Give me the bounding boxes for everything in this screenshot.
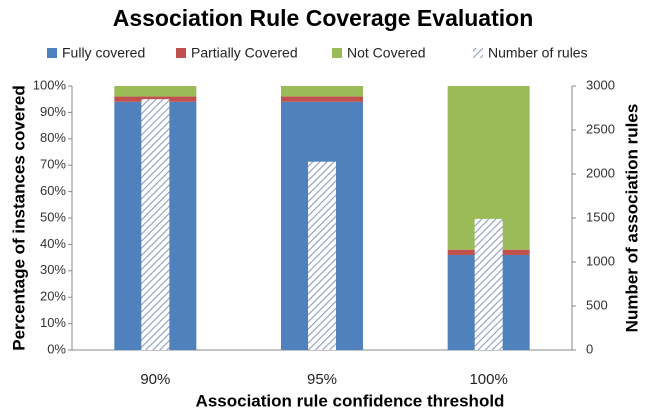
chart-title: Association Rule Coverage Evaluation — [113, 5, 534, 31]
y2-tick-label: 2000 — [586, 165, 615, 180]
legend-label: Fully covered — [62, 45, 145, 61]
y2-tick-label: 2500 — [586, 121, 615, 136]
legend-label: Number of rules — [488, 45, 588, 61]
x-axis-title: Association rule confidence threshold — [196, 391, 505, 410]
legend-label: Partially Covered — [191, 45, 298, 61]
y-tick-label: 0% — [47, 341, 66, 356]
y-tick-label: 30% — [40, 262, 66, 277]
y-axis-title: Percentage of instances covered — [9, 85, 28, 351]
y-tick-label: 60% — [40, 183, 66, 198]
legend-swatch — [176, 48, 186, 58]
y2-axis-title: Number of association rules — [622, 104, 641, 333]
y-tick-label: 90% — [40, 104, 66, 119]
legend-swatch — [473, 48, 483, 58]
y2-tick-label: 3000 — [586, 77, 615, 92]
y2-tick-label: 0 — [586, 341, 593, 356]
legend-swatch — [47, 48, 57, 58]
y-tick-label: 50% — [40, 209, 66, 224]
legend-label: Not Covered — [347, 45, 426, 61]
y-tick-label: 10% — [40, 315, 66, 330]
y2-tick-label: 1000 — [586, 253, 615, 268]
y-tick-label: 40% — [40, 236, 66, 251]
x-tick-label: 90% — [140, 371, 170, 388]
y2-tick-label: 500 — [586, 297, 608, 312]
rules-bar — [141, 99, 170, 350]
y-tick-label: 70% — [40, 157, 66, 172]
x-tick-label: 95% — [307, 371, 337, 388]
y2-tick-label: 1500 — [586, 209, 615, 224]
y-tick-label: 20% — [40, 289, 66, 304]
legend-swatch — [332, 48, 342, 58]
y-tick-label: 100% — [33, 77, 67, 92]
bar-segment — [281, 86, 363, 97]
bar-segment — [281, 96, 363, 102]
bar-segment — [114, 86, 197, 97]
rules-bar — [308, 161, 336, 350]
rules-bar — [474, 218, 503, 350]
x-tick-label: 100% — [469, 371, 507, 388]
y-tick-label: 80% — [40, 130, 66, 145]
